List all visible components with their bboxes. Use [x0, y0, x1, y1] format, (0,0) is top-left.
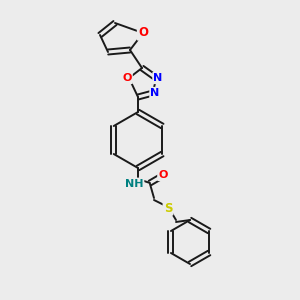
Text: O: O [158, 170, 168, 180]
Text: N: N [150, 88, 160, 98]
Text: O: O [122, 73, 132, 83]
Text: O: O [138, 26, 148, 40]
Text: N: N [153, 73, 163, 83]
Text: NH: NH [125, 179, 143, 189]
Text: S: S [164, 202, 172, 214]
